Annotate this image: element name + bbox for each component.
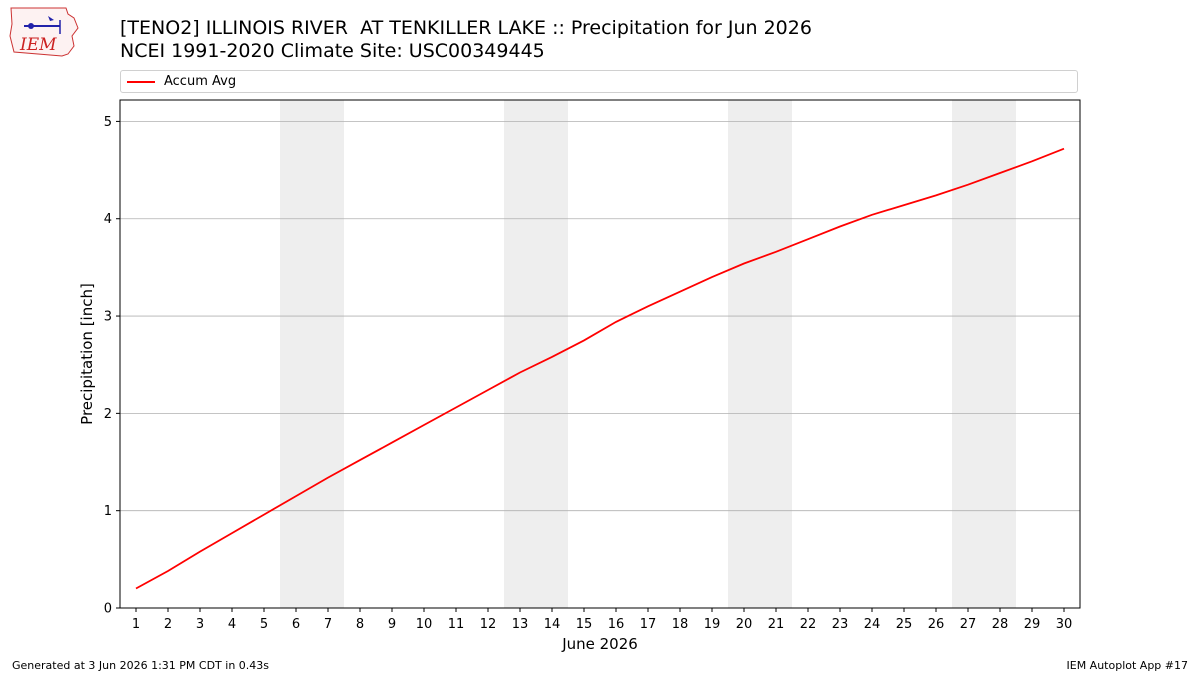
x-tick-label-28: 28: [992, 617, 1009, 632]
legend-swatch-accum-avg: [127, 81, 155, 83]
x-tick-label-21: 21: [768, 617, 785, 632]
y-tick-label-0: 0: [104, 602, 112, 617]
x-axis-label: June 2026: [561, 635, 638, 653]
x-tick-label-1: 1: [132, 617, 140, 632]
x-tick-label-15: 15: [576, 617, 593, 632]
x-tick-label-29: 29: [1024, 617, 1041, 632]
x-tick-label-6: 6: [292, 617, 300, 632]
x-tick-label-5: 5: [260, 617, 268, 632]
y-tick-label-3: 3: [104, 310, 112, 325]
x-tick-label-11: 11: [448, 617, 465, 632]
x-tick-label-18: 18: [672, 617, 689, 632]
weekend-shade-2: [728, 100, 792, 608]
weekend-shade-0: [280, 100, 344, 608]
x-tick-label-26: 26: [928, 617, 945, 632]
x-tick-label-24: 24: [864, 617, 881, 632]
x-tick-label-13: 13: [512, 617, 529, 632]
x-tick-label-23: 23: [832, 617, 849, 632]
iem-logo: IEM: [8, 6, 80, 58]
legend: Accum Avg: [120, 70, 1078, 93]
plot-frame: [119, 99, 1081, 609]
x-tick-label-10: 10: [416, 617, 433, 632]
logo-text: IEM: [19, 35, 57, 55]
generated-timestamp: Generated at 3 Jun 2026 1:31 PM CDT in 0…: [12, 659, 270, 672]
x-tick-label-3: 3: [196, 617, 204, 632]
x-tick-label-22: 22: [800, 617, 817, 632]
legend-label-accum-avg: Accum Avg: [164, 74, 237, 89]
y-tick-label-2: 2: [104, 407, 112, 422]
x-tick-label-2: 2: [164, 617, 172, 632]
y-tick-label-5: 5: [104, 115, 112, 130]
chart-title: [TENO2] ILLINOIS RIVER AT TENKILLER LAKE…: [120, 17, 812, 39]
x-tick-label-19: 19: [704, 617, 721, 632]
x-tick-label-25: 25: [896, 617, 913, 632]
x-tick-label-16: 16: [608, 617, 625, 632]
x-tick-label-20: 20: [736, 617, 753, 632]
x-tick-label-12: 12: [480, 617, 497, 632]
y-axis-label: Precipitation [inch]: [78, 283, 96, 425]
series-line-accum-avg: [135, 147, 1065, 590]
x-tick-label-17: 17: [640, 617, 657, 632]
x-tick-label-30: 30: [1056, 617, 1073, 632]
x-tick-label-4: 4: [228, 617, 236, 632]
x-tick-label-27: 27: [960, 617, 977, 632]
y-tick-label-4: 4: [104, 212, 112, 227]
x-tick-label-9: 9: [388, 617, 396, 632]
x-tick-label-7: 7: [324, 617, 332, 632]
x-tick-label-14: 14: [544, 617, 561, 632]
chart-subtitle: NCEI 1991-2020 Climate Site: USC00349445: [120, 40, 545, 62]
x-tick-label-8: 8: [356, 617, 364, 632]
weekend-shade-3: [952, 100, 1016, 608]
y-tick-label-1: 1: [104, 504, 112, 519]
app-label: IEM Autoplot App #17: [1066, 659, 1189, 672]
